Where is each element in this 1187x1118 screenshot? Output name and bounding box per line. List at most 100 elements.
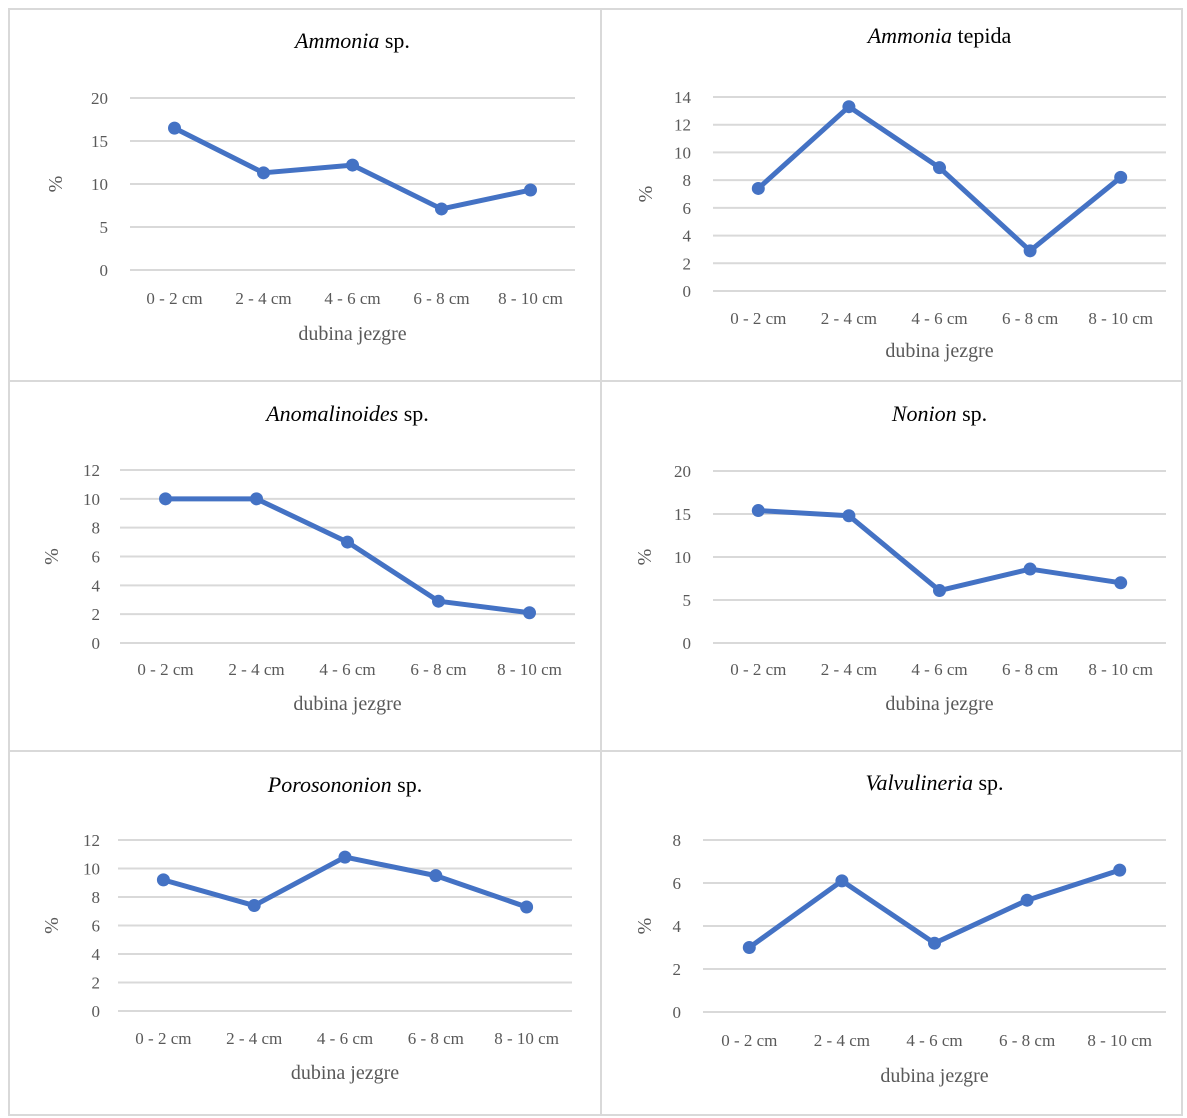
chart-title: Ammonia tepida xyxy=(866,23,1012,48)
data-point xyxy=(524,183,537,197)
x-tick-label: 6 - 8 cm xyxy=(1002,660,1058,679)
x-tick-label: 0 - 2 cm xyxy=(730,309,786,328)
y-tick-label: 4 xyxy=(92,945,101,964)
x-tick-label: 0 - 2 cm xyxy=(135,1029,191,1048)
x-tick-label: 6 - 8 cm xyxy=(1002,309,1058,328)
x-tick-label: 8 - 10 cm xyxy=(498,289,563,308)
x-tick-label: 2 - 4 cm xyxy=(226,1029,282,1048)
x-tick-label: 0 - 2 cm xyxy=(721,1031,777,1050)
data-point xyxy=(933,161,946,175)
data-point xyxy=(429,869,443,883)
data-point xyxy=(1020,893,1034,907)
y-tick-label: 12 xyxy=(83,461,100,480)
y-tick-label: 2 xyxy=(92,605,101,624)
y-tick-label: 2 xyxy=(683,254,692,273)
chart-title: Ammonia sp. xyxy=(293,28,410,53)
x-tick-label: 6 - 8 cm xyxy=(999,1031,1055,1050)
y-axis-label: % xyxy=(634,918,656,935)
data-point xyxy=(1023,562,1037,576)
y-tick-label: 15 xyxy=(674,505,691,524)
x-tick-label: 6 - 8 cm xyxy=(408,1029,464,1048)
y-tick-label: 8 xyxy=(673,831,682,850)
x-axis-label: dubina jezgre xyxy=(293,693,401,715)
y-tick-label: 0 xyxy=(100,261,109,280)
data-point xyxy=(247,899,261,913)
x-tick-label: 0 - 2 cm xyxy=(137,660,193,679)
y-tick-label: 6 xyxy=(92,548,101,567)
data-point xyxy=(835,874,849,888)
chart-title-rest: sp. xyxy=(398,401,429,426)
y-tick-label: 0 xyxy=(673,1003,682,1022)
y-tick-label: 10 xyxy=(91,175,108,194)
y-tick-label: 12 xyxy=(674,116,691,135)
x-tick-label: 2 - 4 cm xyxy=(821,660,877,679)
data-point xyxy=(1114,170,1128,184)
x-tick-label: 4 - 6 cm xyxy=(324,289,380,308)
data-point xyxy=(159,492,172,506)
y-tick-label: 14 xyxy=(674,88,692,107)
y-tick-label: 15 xyxy=(91,132,108,151)
chart-porosononion-sp: Porosononion sp. 0 2 4 6 8 10 12% 0 - 2 cm 2 - 4 … xyxy=(41,772,572,1084)
y-tick-label: 10 xyxy=(83,860,100,879)
y-tick-label: 10 xyxy=(674,548,691,567)
chart-title-genus: Anomalinoides xyxy=(264,401,398,426)
data-point xyxy=(742,941,756,954)
data-point xyxy=(341,535,354,549)
data-point xyxy=(257,166,270,180)
y-tick-label: 4 xyxy=(683,227,692,246)
chart-title: Anomalinoides sp. xyxy=(264,401,429,426)
y-axis-label: % xyxy=(41,917,63,934)
chart-title-genus: Valvulineria xyxy=(865,770,973,795)
data-point xyxy=(338,850,352,864)
x-tick-label: 6 - 8 cm xyxy=(413,289,469,308)
x-axis-label: dubina jezgre xyxy=(885,340,993,362)
y-tick-label: 12 xyxy=(83,831,100,850)
chart-ammonia-sp: Ammonia sp. 0 5 10 15 20% 0 - 2 cm 2 - 4 cm 4 - … xyxy=(45,28,575,345)
data-point xyxy=(250,492,263,506)
data-point xyxy=(1114,576,1128,590)
y-tick-label: 10 xyxy=(83,490,100,509)
x-axis-label: dubina jezgre xyxy=(880,1065,988,1087)
data-point xyxy=(156,873,170,887)
x-tick-label: 2 - 4 cm xyxy=(814,1031,870,1050)
y-tick-label: 20 xyxy=(674,462,691,481)
y-tick-label: 5 xyxy=(100,218,109,237)
y-axis-label: % xyxy=(634,549,656,566)
y-tick-label: 8 xyxy=(92,888,101,907)
x-tick-label: 4 - 6 cm xyxy=(906,1031,962,1050)
data-point xyxy=(520,900,534,914)
data-point xyxy=(751,504,765,518)
y-tick-label: 10 xyxy=(674,143,691,162)
chart-valvulineria-sp: Valvulineria sp. 0 2 4 6 8% 0 - 2 cm 2 - 4 cm 4 … xyxy=(634,770,1166,1087)
y-tick-label: 0 xyxy=(683,282,692,301)
series-line xyxy=(746,867,1123,950)
x-tick-label: 0 - 2 cm xyxy=(730,660,786,679)
y-tick-label: 6 xyxy=(92,917,101,936)
data-point xyxy=(168,121,181,135)
series-line xyxy=(755,104,1124,254)
data-point xyxy=(346,158,359,172)
x-tick-label: 8 - 10 cm xyxy=(494,1029,559,1048)
panel-frame-valvulineria-sp xyxy=(600,750,1183,1116)
y-tick-label: 2 xyxy=(673,960,682,979)
y-tick-label: 0 xyxy=(92,634,101,653)
chart-ammonia-tepida: Ammonia tepida 0 2 4 6 8 10 12 14% 0 - 2 cm 2 - 4 … xyxy=(635,23,1166,362)
chart-title-rest: sp. xyxy=(973,770,1004,795)
series-line xyxy=(755,508,1124,594)
x-axis-label: dubina jezgre xyxy=(298,323,406,345)
y-tick-label: 20 xyxy=(91,89,108,108)
y-tick-label: 4 xyxy=(92,576,101,595)
x-tick-label: 2 - 4 cm xyxy=(228,660,284,679)
x-tick-label: 4 - 6 cm xyxy=(911,660,967,679)
x-tick-label: 4 - 6 cm xyxy=(317,1029,373,1048)
x-tick-label: 6 - 8 cm xyxy=(410,660,466,679)
data-point xyxy=(751,181,765,195)
chart-title-genus: Porosononion xyxy=(267,772,392,797)
data-point xyxy=(842,509,856,523)
x-axis-label: dubina jezgre xyxy=(885,693,993,715)
chart-title-rest: sp. xyxy=(379,28,410,53)
chart-title-genus: Ammonia xyxy=(293,28,379,53)
data-point xyxy=(928,936,941,950)
x-tick-label: 4 - 6 cm xyxy=(319,660,375,679)
y-axis-label: % xyxy=(41,548,63,565)
